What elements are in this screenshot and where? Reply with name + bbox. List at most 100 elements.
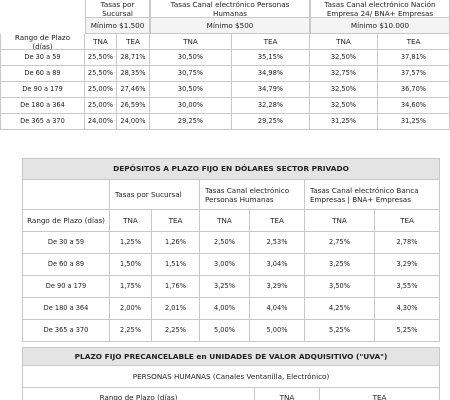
rate: 32,50%: [310, 50, 378, 66]
rate: 36,70%: [378, 82, 450, 98]
column-header: TNA: [110, 210, 152, 232]
rate: 32,75%: [310, 66, 378, 82]
rate: 4,25%: [305, 298, 375, 320]
minimum: Mínimo $10.000: [310, 18, 450, 34]
rate: 3,00%: [200, 254, 250, 276]
column-header: TEA: [117, 34, 150, 50]
group-title: Tasas Canal electrónico Personas Humanas: [150, 0, 310, 18]
range: De 90 a 179: [0, 82, 85, 98]
group-title: Tasas Canal electrónico Banca Empresas |…: [305, 180, 440, 210]
rate: 1,26%: [152, 232, 200, 254]
rate: 24,00%: [117, 114, 150, 130]
rate: 37,57%: [378, 66, 450, 82]
rate: 2,25%: [110, 320, 152, 342]
rate: 1,75%: [110, 276, 152, 298]
rate: 3,29%: [250, 276, 305, 298]
rate: 2,53%: [250, 232, 305, 254]
rate: 31,25%: [378, 114, 450, 130]
rate: 4,04%: [250, 298, 305, 320]
empty: [22, 180, 110, 210]
rate: 30,50%: [150, 82, 232, 98]
rate: 2,78%: [375, 232, 440, 254]
rate: 34,79%: [232, 82, 310, 98]
rate: 29,25%: [232, 114, 310, 130]
rate: 5,00%: [250, 320, 305, 342]
rate: 27,46%: [117, 82, 150, 98]
range: De 60 a 89: [22, 254, 110, 276]
column-header: TNA: [150, 34, 232, 50]
rate: 2,01%: [152, 298, 200, 320]
rate: 25,50%: [85, 66, 117, 82]
group-title: Tasas por Sucursal: [110, 180, 200, 210]
rate: 34,60%: [378, 98, 450, 114]
rate: 3,04%: [250, 254, 305, 276]
rate: 32,50%: [310, 98, 378, 114]
group-title: Tasas Canal electrónico Nación Empresa 2…: [310, 0, 450, 18]
column-header: Rango de Plazo (días): [22, 388, 255, 400]
rate: 28,35%: [117, 66, 150, 82]
rate: 1,25%: [110, 232, 152, 254]
range: De 60 a 89: [0, 66, 85, 82]
rate: 5,25%: [305, 320, 375, 342]
column-header: TNA: [305, 210, 375, 232]
column-header: Rango de Plazo (días): [0, 33, 85, 51]
rate: 25,50%: [85, 50, 117, 66]
rate: 29,25%: [150, 114, 232, 130]
range: De 365 a 370: [0, 114, 85, 130]
rate: 2,75%: [305, 232, 375, 254]
group-title: Tasas por Sucursal: [85, 0, 150, 18]
rate: 28,71%: [117, 50, 150, 66]
rate: 3,29%: [375, 254, 440, 276]
rate: 5,25%: [375, 320, 440, 342]
rate: 32,50%: [310, 82, 378, 98]
column-header: Rango de Plazo (días): [22, 210, 110, 232]
rate: 4,00%: [200, 298, 250, 320]
table-title: PLAZO FIJO PRECANCELABLE en UNIDADES DE …: [22, 347, 440, 366]
column-header: TEA: [375, 210, 440, 232]
rate: 34,98%: [232, 66, 310, 82]
column-header: TNA: [200, 210, 250, 232]
rate: 25,00%: [85, 82, 117, 98]
rate: 35,15%: [232, 50, 310, 66]
subtitle: PERSONAS HUMANAS (Canales Ventanilla, El…: [22, 366, 440, 388]
column-header: TEA: [250, 210, 305, 232]
rate: 1,51%: [152, 254, 200, 276]
range: De 90 a 179: [22, 276, 110, 298]
range: De 30 a 59: [0, 50, 85, 66]
range: De 180 a 364: [22, 298, 110, 320]
rate: 37,81%: [378, 50, 450, 66]
rate: 3,25%: [305, 254, 375, 276]
rate: 1,50%: [110, 254, 152, 276]
rate: 30,00%: [150, 98, 232, 114]
rate: 3,55%: [375, 276, 440, 298]
rate: 2,50%: [200, 232, 250, 254]
range: De 365 a 370: [22, 320, 110, 342]
rate: 31,25%: [310, 114, 378, 130]
rate: 3,25%: [200, 276, 250, 298]
table-title: DEPÓSITOS A PLAZO FIJO EN DÓLARES SECTOR…: [22, 158, 440, 180]
column-header: TEA: [320, 388, 440, 400]
column-header: TEA: [152, 210, 200, 232]
rate: 5,00%: [200, 320, 250, 342]
rate: 30,75%: [150, 66, 232, 82]
minimum: Mínimo $500: [150, 18, 310, 34]
column-header: TNA: [310, 34, 378, 50]
rate: 24,00%: [85, 114, 117, 130]
rate: 30,50%: [150, 50, 232, 66]
column-header: TEA: [232, 34, 310, 50]
rate: 26,59%: [117, 98, 150, 114]
rate: 4,30%: [375, 298, 440, 320]
column-header: TEA: [378, 34, 450, 50]
rate: 32,28%: [232, 98, 310, 114]
range: De 180 a 364: [0, 98, 85, 114]
rate: 3,50%: [305, 276, 375, 298]
column-header: TNA: [255, 388, 320, 400]
rate: 2,25%: [152, 320, 200, 342]
column-header: TNA: [85, 34, 117, 50]
group-title: Tasas Canal electrónico Personas Humanas: [200, 180, 305, 210]
minimum: Mínimo $1.500: [85, 18, 150, 34]
range: De 30 a 59: [22, 232, 110, 254]
rate: 1,76%: [152, 276, 200, 298]
rate: 2,00%: [110, 298, 152, 320]
